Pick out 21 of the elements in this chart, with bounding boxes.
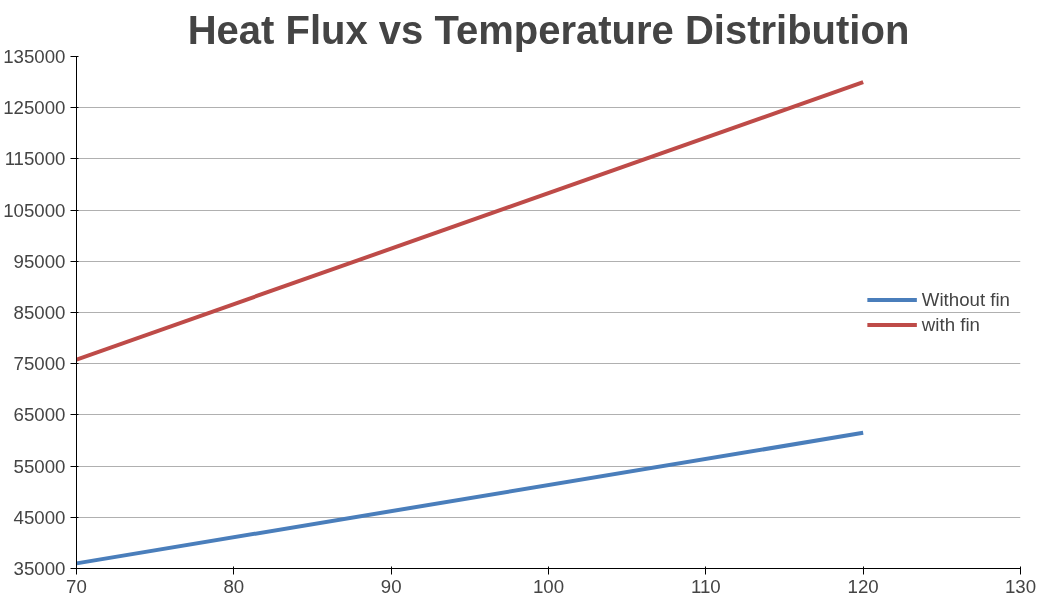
x-tick-label: 80 [223,575,245,597]
y-tick-label: 85000 [13,302,66,323]
y-tick-label: 35000 [13,558,66,579]
legend-label: Without fin [921,288,1010,311]
y-tick-label: 125000 [3,97,66,119]
y-tick-label: 105000 [3,199,66,221]
chart-title: Heat Flux vs Temperature Distribution [187,7,910,52]
y-tick-label: 65000 [13,404,66,426]
x-tick-label: 110 [690,575,721,597]
x-tick-label: 90 [380,575,402,597]
x-tick-label: 100 [532,575,565,597]
y-tick-label: 55000 [13,455,66,477]
legend-label: with fin [921,313,980,336]
x-tick-label: 130 [1004,575,1037,597]
y-tick-label: 95000 [13,250,66,272]
x-tick-label: 70 [66,575,87,597]
x-tick-label: 120 [847,575,879,597]
y-tick-label: 115000 [4,148,66,170]
y-tick-label: 135000 [3,46,66,67]
y-tick-label: 75000 [13,353,66,375]
y-tick-label: 45000 [13,506,66,528]
